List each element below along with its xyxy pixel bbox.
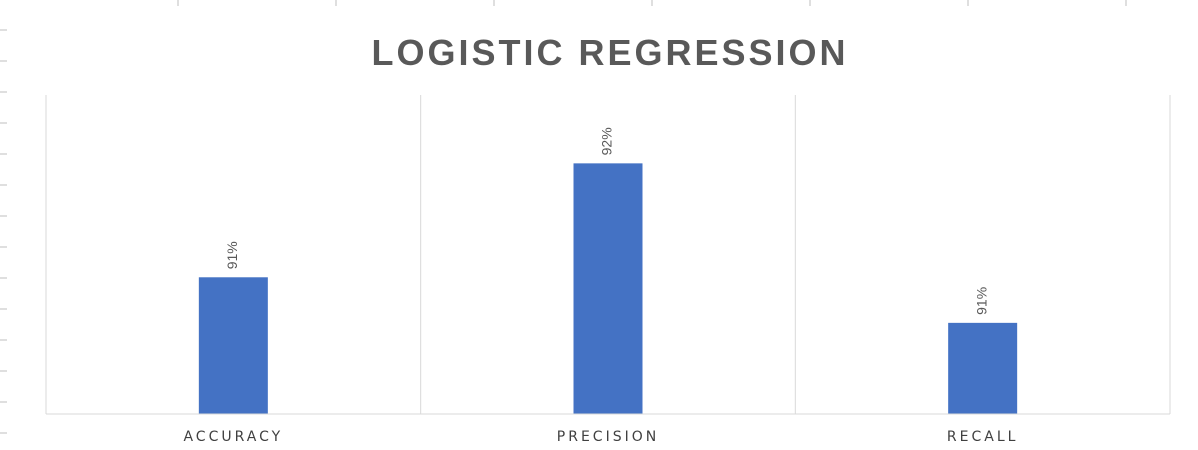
bar-precision[interactable] (573, 163, 643, 414)
data-label-precision: 92% (599, 127, 615, 155)
bar-accuracy[interactable] (198, 277, 268, 414)
category-dividers (45, 95, 1171, 414)
category-label-recall: RECALL (947, 429, 1019, 445)
plot-area: 91% 92% 91% ACCURACY PRECISION RECALL (45, 95, 1171, 445)
category-axis-labels: ACCURACY PRECISION RECALL (183, 429, 1019, 445)
category-label-accuracy: ACCURACY (183, 429, 283, 445)
category-label-precision: PRECISION (557, 429, 659, 445)
data-labels: 91% 92% 91% (224, 127, 989, 315)
bar-series (198, 163, 1018, 414)
chart-title: LOGISTIC REGRESSION (371, 32, 848, 73)
bar-recall[interactable] (948, 322, 1018, 414)
spreadsheet-gridline-ticks (0, 0, 1127, 434)
data-label-recall: 91% (973, 287, 989, 315)
data-label-accuracy: 91% (224, 241, 240, 269)
